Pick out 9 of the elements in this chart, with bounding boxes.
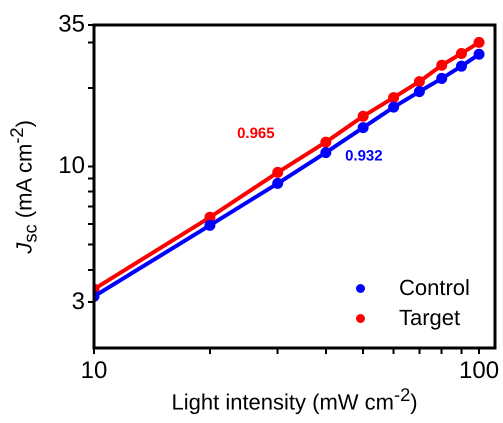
x-tick-label: 100 — [459, 357, 500, 384]
y-tick-label: 3 — [72, 288, 85, 315]
legend-label: Target — [399, 305, 460, 331]
annotation: 0.932 — [345, 148, 383, 165]
legend-label: Control — [399, 275, 470, 301]
y-tick-label: 10 — [58, 152, 85, 179]
annotation: 0.965 — [237, 125, 275, 142]
x-axis-title: Light intensity (mW cm$^{-2}$) — [172, 384, 418, 416]
y-tick-label: 35 — [58, 10, 85, 38]
